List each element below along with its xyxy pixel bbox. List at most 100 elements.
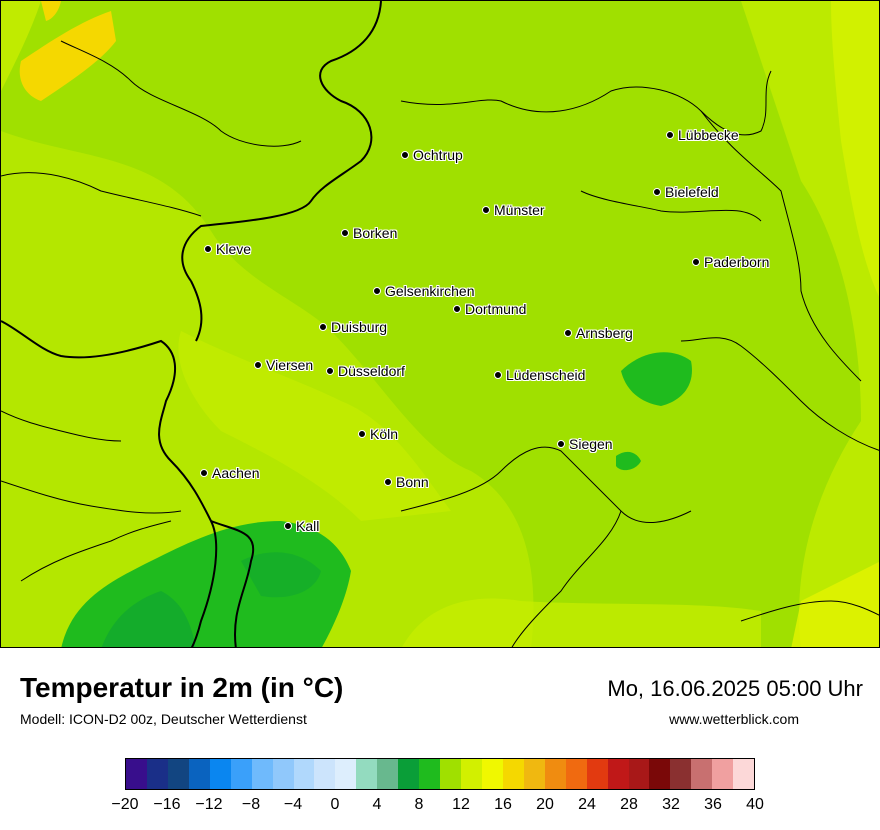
city-label: Kleve [204,242,251,256]
legend-color-swatch [251,759,273,789]
forecast-datetime: Mo, 16.06.2025 05:00 Uhr [607,676,863,701]
legend-color-swatch [272,759,294,789]
city-marker-icon [384,478,392,487]
legend-color-swatch [398,759,420,789]
legend-tick-label: −12 [195,796,223,813]
city-marker-icon [692,258,700,267]
legend-color-swatch [167,759,189,789]
legend-color-swatch [502,759,524,789]
city-name: Bonn [396,474,429,490]
legend-tick-label: −20 [111,796,139,813]
city-name: Ochtrup [413,147,463,163]
city-marker-icon [666,131,674,140]
city-name: Borken [353,225,398,241]
legend-color-swatch [377,759,399,789]
legend-color-swatch [188,759,210,789]
legend-color-swatch [670,759,692,789]
legend-color-swatch [544,759,566,789]
city-label: Ochtrup [401,148,463,162]
legend-color-swatch [565,759,587,789]
legend-color-swatch [419,759,441,789]
city-marker-icon [200,469,208,478]
city-marker-icon [284,522,292,531]
city-label: Gelsenkirchen [373,284,475,298]
legend-color-swatch [146,759,168,789]
city-label: Arnsberg [564,326,633,340]
legend-tick-label: 28 [620,796,638,813]
city-marker-icon [653,188,661,197]
legend-tick-label: −4 [283,796,303,813]
legend-color-swatch [230,759,252,789]
city-label: Düsseldorf [326,364,405,378]
legend-tick-label: −8 [241,796,261,813]
city-marker-icon [319,323,327,332]
city-label: Münster [482,203,545,217]
city-name: Köln [370,426,399,442]
legend-tick-label: 24 [578,796,596,813]
city-marker-icon [358,430,366,439]
city-marker-icon [482,206,490,215]
city-label: Siegen [557,437,613,451]
legend-color-swatch [712,759,734,789]
city-name: Bielefeld [665,184,719,200]
legend-tick-label: 32 [662,796,680,813]
website-link[interactable]: www.wetterblick.com [669,711,799,727]
city-name: Münster [494,202,545,218]
legend-color-swatch [126,759,147,789]
temperature-field [1,1,879,647]
color-legend-bar [125,758,755,790]
city-name: Lübbecke [678,127,739,143]
city-label: Kall [284,519,319,533]
city-name: Gelsenkirchen [385,283,475,299]
city-marker-icon [401,151,409,160]
city-marker-icon [453,305,461,314]
legend-tick-label: 12 [452,796,470,813]
legend-tick-label: 40 [746,796,764,813]
legend-color-swatch [586,759,608,789]
city-marker-icon [373,287,381,296]
legend-color-swatch [628,759,650,789]
legend-tick-label: −16 [153,796,181,813]
legend-color-swatch [440,759,461,789]
legend-color-swatch [649,759,671,789]
legend-color-swatch [607,759,629,789]
city-label: Lübbecke [666,128,739,142]
city-name: Kall [296,518,320,534]
legend-color-swatch [733,759,755,789]
city-label: Duisburg [319,320,387,334]
city-name: Aachen [212,465,260,481]
city-name: Dortmund [465,301,527,317]
legend-color-swatch [209,759,231,789]
legend-color-swatch [461,759,482,789]
city-label: Bonn [384,475,429,489]
city-label: Borken [341,226,397,240]
legend-tick-label: 4 [372,796,382,813]
legend-tick-label: 0 [330,796,340,813]
city-name: Siegen [569,436,613,452]
city-name: Düsseldorf [338,363,405,379]
legend-tick-label: 16 [494,796,512,813]
color-legend-ticks: −20 −16 −12 −8 −4 0 4 8 12 16 20 24 28 32 36 40 [111,796,763,816]
legend-color-swatch [314,759,336,789]
legend-tick-label: 20 [536,796,554,813]
city-marker-icon [204,245,212,254]
legend-color-swatch [335,759,357,789]
city-name: Duisburg [331,319,388,335]
weather-map [0,0,880,648]
city-label: Lüdenscheid [494,368,585,382]
city-label: Aachen [200,466,259,480]
city-label: Paderborn [692,255,769,269]
city-marker-icon [326,367,334,376]
city-name: Lüdenscheid [506,367,586,383]
city-label: Dortmund [453,302,526,316]
legend-color-swatch [481,759,503,789]
legend-color-swatch [691,759,713,789]
map-title: Temperatur in 2m (in °C) [20,672,344,703]
city-name: Arnsberg [576,325,633,341]
legend-tick-label: 8 [414,796,424,813]
legend-color-swatch [293,759,315,789]
city-marker-icon [564,329,572,338]
city-marker-icon [341,229,349,238]
city-name: Viersen [266,357,314,373]
city-marker-icon [494,371,502,380]
